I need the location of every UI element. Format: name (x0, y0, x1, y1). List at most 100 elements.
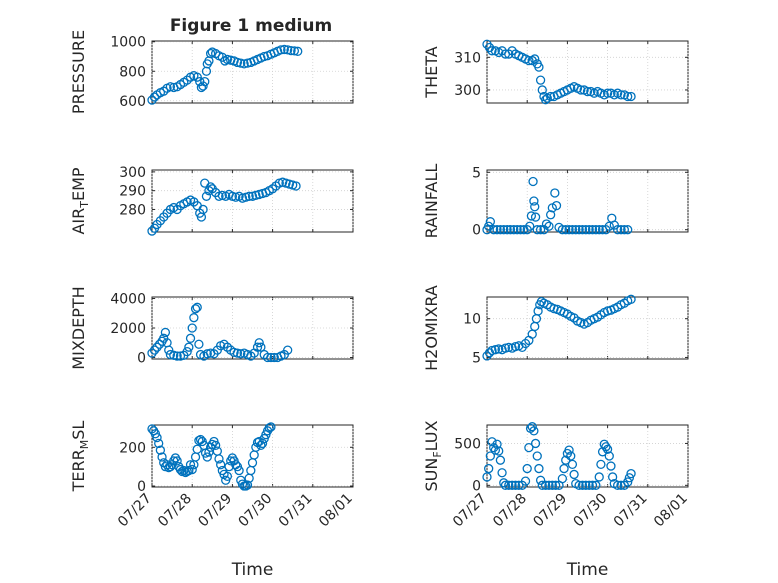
data-point (283, 345, 293, 355)
data-point (242, 58, 253, 68)
data-point (534, 62, 544, 72)
data-point (185, 333, 196, 343)
data-point (210, 440, 221, 450)
data-point (165, 82, 176, 92)
y-axis-label: TERRMSL (69, 421, 91, 493)
data-point (623, 225, 633, 235)
data-point (550, 188, 560, 198)
data-point (544, 480, 554, 490)
subplot-rainfall: 0 5 RAINFALL (422, 164, 689, 239)
y-tick-label: 300 (119, 165, 146, 181)
data-point (234, 465, 244, 476)
data-point (594, 225, 604, 235)
data-point (602, 444, 613, 454)
data-point (257, 438, 268, 449)
data-point (239, 59, 249, 69)
subplot-air-temp: 280 290 300 AIRTEMP (69, 165, 354, 236)
subplot-h2omixra: 5 10 H2OMIXRA (422, 285, 689, 371)
data-point (526, 211, 537, 221)
y-axis-label: AIRTEMP (69, 167, 91, 234)
data-point (482, 351, 492, 361)
y-tick-label: 2000 (110, 321, 146, 337)
data-point (547, 480, 557, 490)
data-point (530, 212, 541, 222)
data-point (259, 51, 269, 62)
data-point (160, 327, 171, 338)
data-point (279, 44, 289, 55)
data-point (626, 294, 636, 304)
y-tick-label: 0 (472, 223, 481, 239)
data-point (205, 48, 216, 59)
data-point (152, 432, 162, 443)
data-point (198, 81, 208, 91)
data-point (602, 88, 613, 98)
data-point (591, 480, 601, 490)
data-point (616, 225, 626, 235)
y-tick-label: 0 (137, 351, 146, 367)
data-point (577, 480, 588, 490)
data-point (494, 344, 504, 354)
y-tick-label: 500 (454, 436, 481, 452)
data-point (559, 463, 569, 474)
data-point (187, 323, 197, 333)
data-point (198, 204, 208, 215)
data-point (152, 342, 162, 352)
data-point (557, 473, 568, 484)
data-point (504, 342, 514, 353)
data-point (165, 349, 176, 360)
data-point (154, 438, 164, 449)
data-point (529, 426, 539, 436)
data-point (487, 46, 497, 56)
data-point (587, 225, 598, 235)
data-point (604, 451, 614, 461)
data-point (604, 221, 614, 231)
data-point (613, 480, 623, 490)
data-point (534, 463, 544, 474)
data-point (530, 54, 540, 64)
data-point (147, 226, 157, 236)
data-point (535, 75, 546, 85)
y-tick-label: 290 (119, 184, 146, 200)
data-point (564, 445, 574, 455)
data-point (497, 468, 507, 478)
data-point (264, 423, 274, 433)
data-point (541, 219, 552, 229)
y-tick-label: 0 (137, 479, 146, 495)
data-point (184, 342, 194, 352)
data-point (254, 338, 264, 348)
data-point (232, 57, 243, 68)
data-point (606, 461, 616, 471)
data-point (564, 225, 574, 235)
data-point (487, 437, 497, 447)
data-point (566, 451, 576, 461)
data-point (500, 480, 511, 490)
data-point (515, 225, 526, 235)
data-point (495, 225, 506, 235)
data-point (529, 196, 539, 206)
data-point (229, 347, 239, 358)
data-point (613, 225, 623, 235)
data-point (530, 202, 540, 212)
data-point (524, 55, 534, 66)
data-point (244, 191, 254, 201)
y-tick-label: 0 (472, 478, 481, 494)
data-point (626, 91, 636, 102)
data-point (169, 350, 179, 360)
data-point (524, 442, 534, 453)
data-point (584, 225, 594, 235)
data-point (567, 459, 578, 470)
y-axis-label: PRESSURE (69, 30, 88, 114)
y-tick-label: 800 (119, 64, 146, 80)
data-point (623, 477, 633, 487)
data-point (533, 306, 543, 316)
data-point (291, 181, 301, 191)
data-point (487, 345, 497, 356)
y-tick-label: 600 (119, 94, 146, 110)
data-point (619, 225, 629, 235)
data-point (623, 91, 633, 102)
data-point (236, 349, 246, 359)
data-point (289, 46, 300, 56)
data-point (495, 455, 506, 465)
data-point (499, 225, 509, 235)
